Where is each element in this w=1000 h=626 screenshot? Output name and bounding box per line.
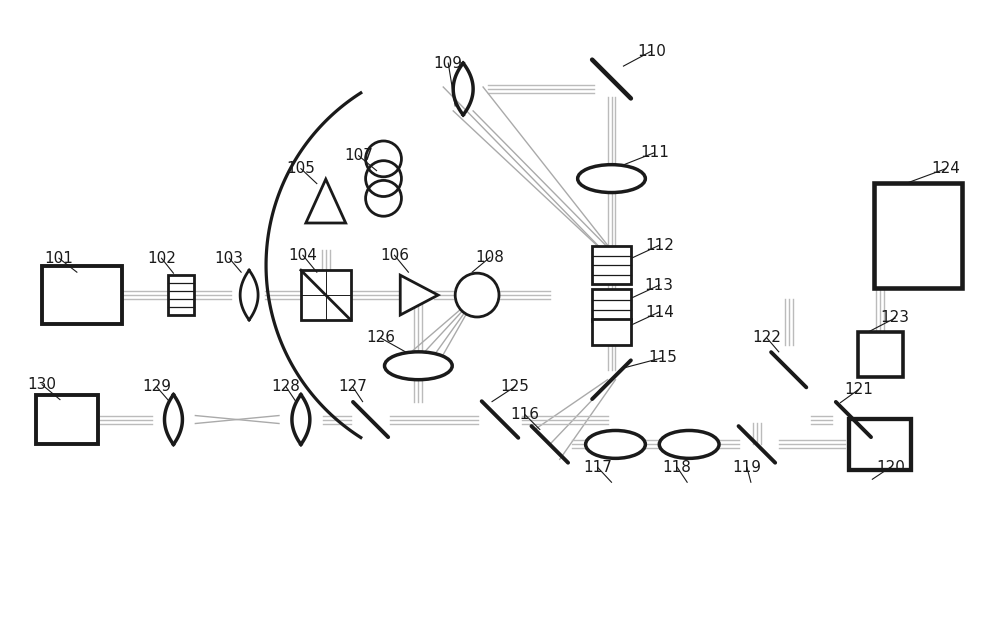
Text: 130: 130	[28, 377, 57, 392]
Text: 116: 116	[510, 407, 539, 422]
Text: 101: 101	[45, 251, 73, 266]
Text: 106: 106	[380, 248, 409, 263]
Text: 122: 122	[752, 331, 781, 346]
Bar	[42, 266, 122, 324]
Text: 125: 125	[500, 379, 529, 394]
Text: 115: 115	[648, 351, 677, 366]
Text: 126: 126	[366, 331, 395, 346]
Polygon shape	[400, 275, 438, 315]
Text: 109: 109	[434, 56, 463, 71]
Text: 129: 129	[142, 379, 171, 394]
Bar	[592, 319, 631, 345]
Ellipse shape	[659, 431, 719, 458]
Ellipse shape	[578, 165, 645, 193]
Bar	[849, 419, 911, 470]
Bar	[592, 289, 631, 321]
Bar	[168, 275, 194, 315]
Ellipse shape	[385, 352, 452, 380]
Text: 128: 128	[272, 379, 300, 394]
Text: 119: 119	[732, 460, 761, 475]
Bar	[858, 332, 903, 377]
Text: 102: 102	[147, 251, 176, 266]
Bar	[874, 183, 962, 287]
Text: 127: 127	[338, 379, 367, 394]
Polygon shape	[306, 179, 346, 223]
Circle shape	[455, 273, 499, 317]
Text: 107: 107	[344, 148, 373, 163]
Text: 104: 104	[288, 248, 317, 263]
Text: 121: 121	[844, 382, 873, 397]
Bar	[592, 246, 631, 284]
Text: 120: 120	[876, 460, 905, 475]
Ellipse shape	[586, 431, 645, 458]
Text: 110: 110	[637, 44, 666, 59]
Text: 105: 105	[286, 161, 315, 176]
Text: 112: 112	[645, 238, 674, 253]
Text: 103: 103	[215, 251, 244, 266]
Text: 108: 108	[476, 250, 504, 265]
Bar	[36, 394, 98, 444]
Text: 117: 117	[583, 460, 612, 475]
Text: 111: 111	[640, 145, 669, 160]
Text: 113: 113	[645, 277, 674, 292]
Bar	[301, 270, 351, 320]
Text: 114: 114	[645, 304, 674, 319]
Text: 118: 118	[663, 460, 692, 475]
Text: 124: 124	[932, 161, 960, 176]
Text: 123: 123	[881, 310, 910, 326]
